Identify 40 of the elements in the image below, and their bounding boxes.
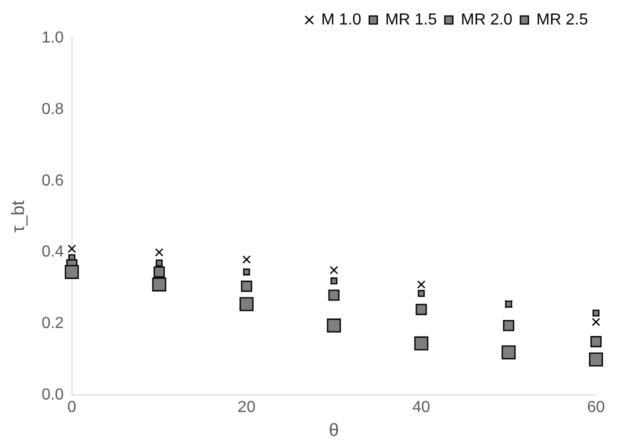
point [330, 277, 338, 284]
legend-label: MR 1.5 [385, 11, 437, 28]
point [590, 336, 602, 348]
point [240, 297, 254, 312]
point [240, 280, 252, 292]
point [330, 266, 338, 274]
y-tick-label: 1.0 [42, 29, 64, 46]
point [592, 318, 600, 326]
x-tick-label: 60 [587, 399, 605, 416]
x-axis-title: θ [328, 420, 339, 440]
y-tick-label: 0.8 [42, 100, 64, 118]
point [326, 318, 341, 333]
point [328, 290, 340, 301]
y-axis-title: τ_bt [8, 200, 28, 233]
y-tick-label: 0.0 [42, 386, 64, 404]
y-tick-label: 0.4 [42, 244, 64, 261]
point [502, 345, 516, 360]
point [414, 336, 428, 350]
point [154, 266, 165, 278]
point [64, 264, 79, 279]
point [588, 352, 604, 366]
legend-label: MR 2.0 [460, 11, 513, 28]
point [592, 310, 600, 317]
legend-label: MR 2.5 [536, 11, 588, 28]
x-tick-label: 40 [412, 399, 430, 416]
x-tick-label: 20 [238, 399, 256, 416]
point [156, 260, 163, 267]
point [68, 244, 76, 253]
y-tick-label: 0.6 [42, 172, 64, 190]
point [152, 277, 166, 292]
point [503, 320, 514, 332]
y-tick-label: 0.2 [42, 315, 64, 332]
point [155, 248, 164, 257]
point [242, 255, 251, 264]
point [418, 290, 425, 297]
x-tick-label: 0 [67, 399, 76, 416]
point [417, 280, 426, 289]
point [416, 304, 427, 316]
legend-label: M 1.0 [321, 11, 362, 28]
point [243, 268, 250, 276]
